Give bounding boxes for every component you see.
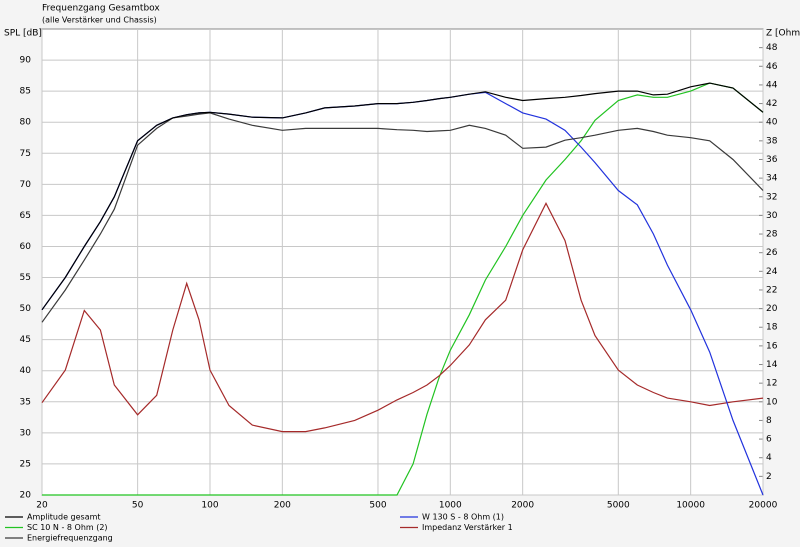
- y2-tick-label: 42: [766, 99, 777, 109]
- y-tick-label: 60: [20, 242, 32, 252]
- x-tick-label: 10000: [676, 501, 705, 511]
- y2-tick-label: 30: [766, 211, 778, 221]
- legend-label: Amplitude gesamt: [27, 513, 101, 522]
- y-tick-label: 70: [20, 180, 32, 190]
- y2-tick-label: 46: [766, 62, 778, 72]
- chart-title: Frequenzgang Gesamtbox: [42, 4, 160, 14]
- series-line: [42, 82, 764, 496]
- x-tick-label: 500: [369, 501, 386, 511]
- chart-subtitle: (alle Verstärker und Chassis): [42, 16, 157, 25]
- legend-label: Impedanz Verstärker 1: [422, 523, 513, 532]
- legend-label: W 130 S - 8 Ohm (1): [422, 513, 504, 522]
- series-line: [41, 112, 764, 323]
- y2-tick-label: 44: [766, 80, 778, 90]
- x-tick-label: 100: [201, 501, 218, 511]
- plot-area: [41, 28, 764, 496]
- y-tick-label: 40: [20, 366, 32, 376]
- y-tick-label: 30: [20, 428, 32, 438]
- y2-tick-label: 34: [766, 174, 778, 184]
- y2-tick-label: 10: [766, 397, 778, 407]
- y2-tick-label: 8: [766, 416, 772, 426]
- y-tick-label: 75: [20, 149, 31, 159]
- y-tick-label: 25: [20, 459, 31, 469]
- y2-tick-label: 12: [766, 379, 777, 389]
- x-tick-label: 20000: [749, 501, 778, 511]
- legend-label: Energiefrequenzgang: [27, 534, 113, 543]
- y-tick-label: 55: [20, 273, 31, 283]
- y2-tick-label: 40: [766, 118, 778, 128]
- x-tick-label: 20: [36, 501, 48, 511]
- y2-tick-label: 32: [766, 192, 777, 202]
- y-tick-label: 35: [20, 397, 31, 407]
- y2-tick-label: 28: [766, 230, 778, 240]
- x-tick-label: 1000: [439, 501, 462, 511]
- y2-tick-label: 16: [766, 341, 778, 351]
- y-tick-label: 80: [20, 118, 32, 128]
- series-line: [41, 201, 764, 433]
- y2-tick-label: 4: [766, 453, 772, 463]
- x-tick-label: 200: [274, 501, 291, 511]
- x-tick-label: 5000: [607, 501, 630, 511]
- y2-tick-label: 26: [766, 248, 778, 258]
- y2-tick-label: 22: [766, 285, 777, 295]
- y-tick-label: 65: [20, 211, 31, 221]
- y-tick-label: 90: [20, 56, 32, 66]
- y-tick-label: 50: [20, 304, 32, 314]
- y2-tick-label: 20: [766, 304, 778, 314]
- y-tick-label: 45: [20, 335, 31, 345]
- y2-tick-label: 6: [766, 435, 772, 445]
- y2-tick-label: 38: [766, 136, 778, 146]
- y-tick-label: 85: [20, 87, 31, 97]
- y2-tick-label: 36: [766, 155, 778, 165]
- legend-label: SC 10 N - 8 Ohm (2): [27, 523, 108, 532]
- x-tick-label: 50: [132, 501, 144, 511]
- y-tick-label: 20: [20, 491, 32, 501]
- y-axis-label: SPL [dB]: [4, 29, 42, 39]
- y2-axis-label: Z [Ohm]: [766, 29, 800, 39]
- y2-tick-label: 2: [766, 472, 772, 482]
- y2-tick-label: 24: [766, 267, 778, 277]
- series-line: [41, 82, 764, 311]
- x-tick-label: 2000: [511, 501, 534, 511]
- y2-tick-label: 48: [766, 43, 778, 53]
- y2-tick-label: 18: [766, 323, 778, 333]
- y2-tick-label: 14: [766, 360, 778, 370]
